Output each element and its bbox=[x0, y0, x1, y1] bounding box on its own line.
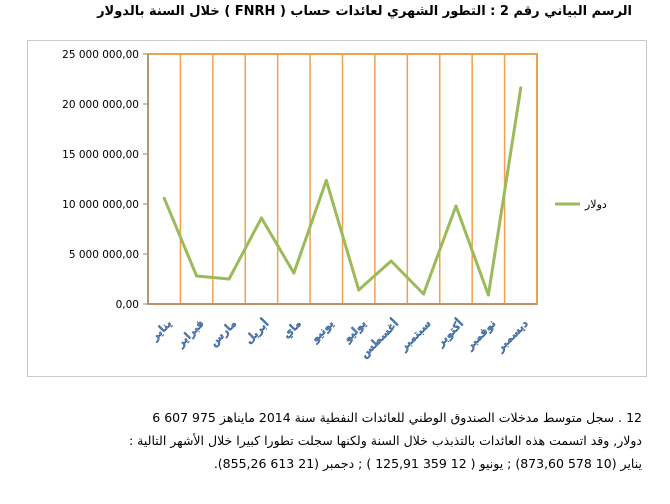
x-tick-label: فبراير bbox=[173, 317, 206, 350]
y-tick-label: 20 000 000,00 bbox=[62, 99, 139, 111]
paragraph-line-1: 12 . سجل متوسط مدخلات الصندوق الوطني للع… bbox=[152, 410, 642, 425]
y-tick-label: 25 000 000,00 bbox=[62, 49, 139, 61]
x-tick-label: نوفمبر bbox=[462, 317, 498, 353]
y-tick-label: 0,00 bbox=[116, 299, 139, 311]
data-point bbox=[519, 86, 523, 90]
data-point bbox=[454, 204, 458, 208]
x-tick-label: مارس bbox=[207, 317, 239, 349]
x-tick-label: يناير bbox=[148, 317, 175, 344]
y-tick-label: 10 000 000,00 bbox=[62, 199, 139, 211]
x-tick-label: سبتمبر bbox=[397, 317, 434, 354]
data-point bbox=[195, 274, 199, 278]
chart-frame bbox=[27, 40, 647, 377]
x-tick-label: ماي bbox=[280, 317, 304, 341]
series-line bbox=[162, 87, 523, 297]
x-tick-label: يوليو bbox=[340, 317, 369, 346]
data-point bbox=[227, 277, 231, 281]
data-point bbox=[389, 259, 393, 263]
x-tick-label: أبريل bbox=[241, 316, 271, 346]
line-chart: 0,00 5 000 000,00 10 000 000,00 15 000 000,… bbox=[62, 49, 607, 361]
x-tick-label: أكتوبر bbox=[432, 316, 466, 350]
data-point bbox=[292, 271, 296, 275]
data-point bbox=[162, 196, 166, 200]
data-point bbox=[259, 216, 263, 220]
x-tick-label: ديسمبر bbox=[493, 317, 531, 355]
y-tick-label: 15 000 000,00 bbox=[62, 149, 139, 161]
paragraph-line-2: دولار, وقد اتسمت هذه العائدات بالتذبذب خ… bbox=[128, 433, 642, 448]
y-tick-label: 5 000 000,00 bbox=[69, 249, 139, 261]
paragraph-line-3: يناير (10 578 873,60) ; يونيو ( 12 359 1… bbox=[213, 456, 642, 471]
data-point bbox=[357, 288, 361, 292]
legend-label: دولار bbox=[584, 198, 607, 211]
chart-title: الرسم البياني رقم 2 : التطور الشهري لعائ… bbox=[97, 4, 632, 19]
data-point bbox=[422, 292, 426, 296]
x-tick-label: يونيو bbox=[308, 317, 337, 346]
data-point bbox=[486, 293, 490, 297]
data-point bbox=[324, 178, 328, 182]
